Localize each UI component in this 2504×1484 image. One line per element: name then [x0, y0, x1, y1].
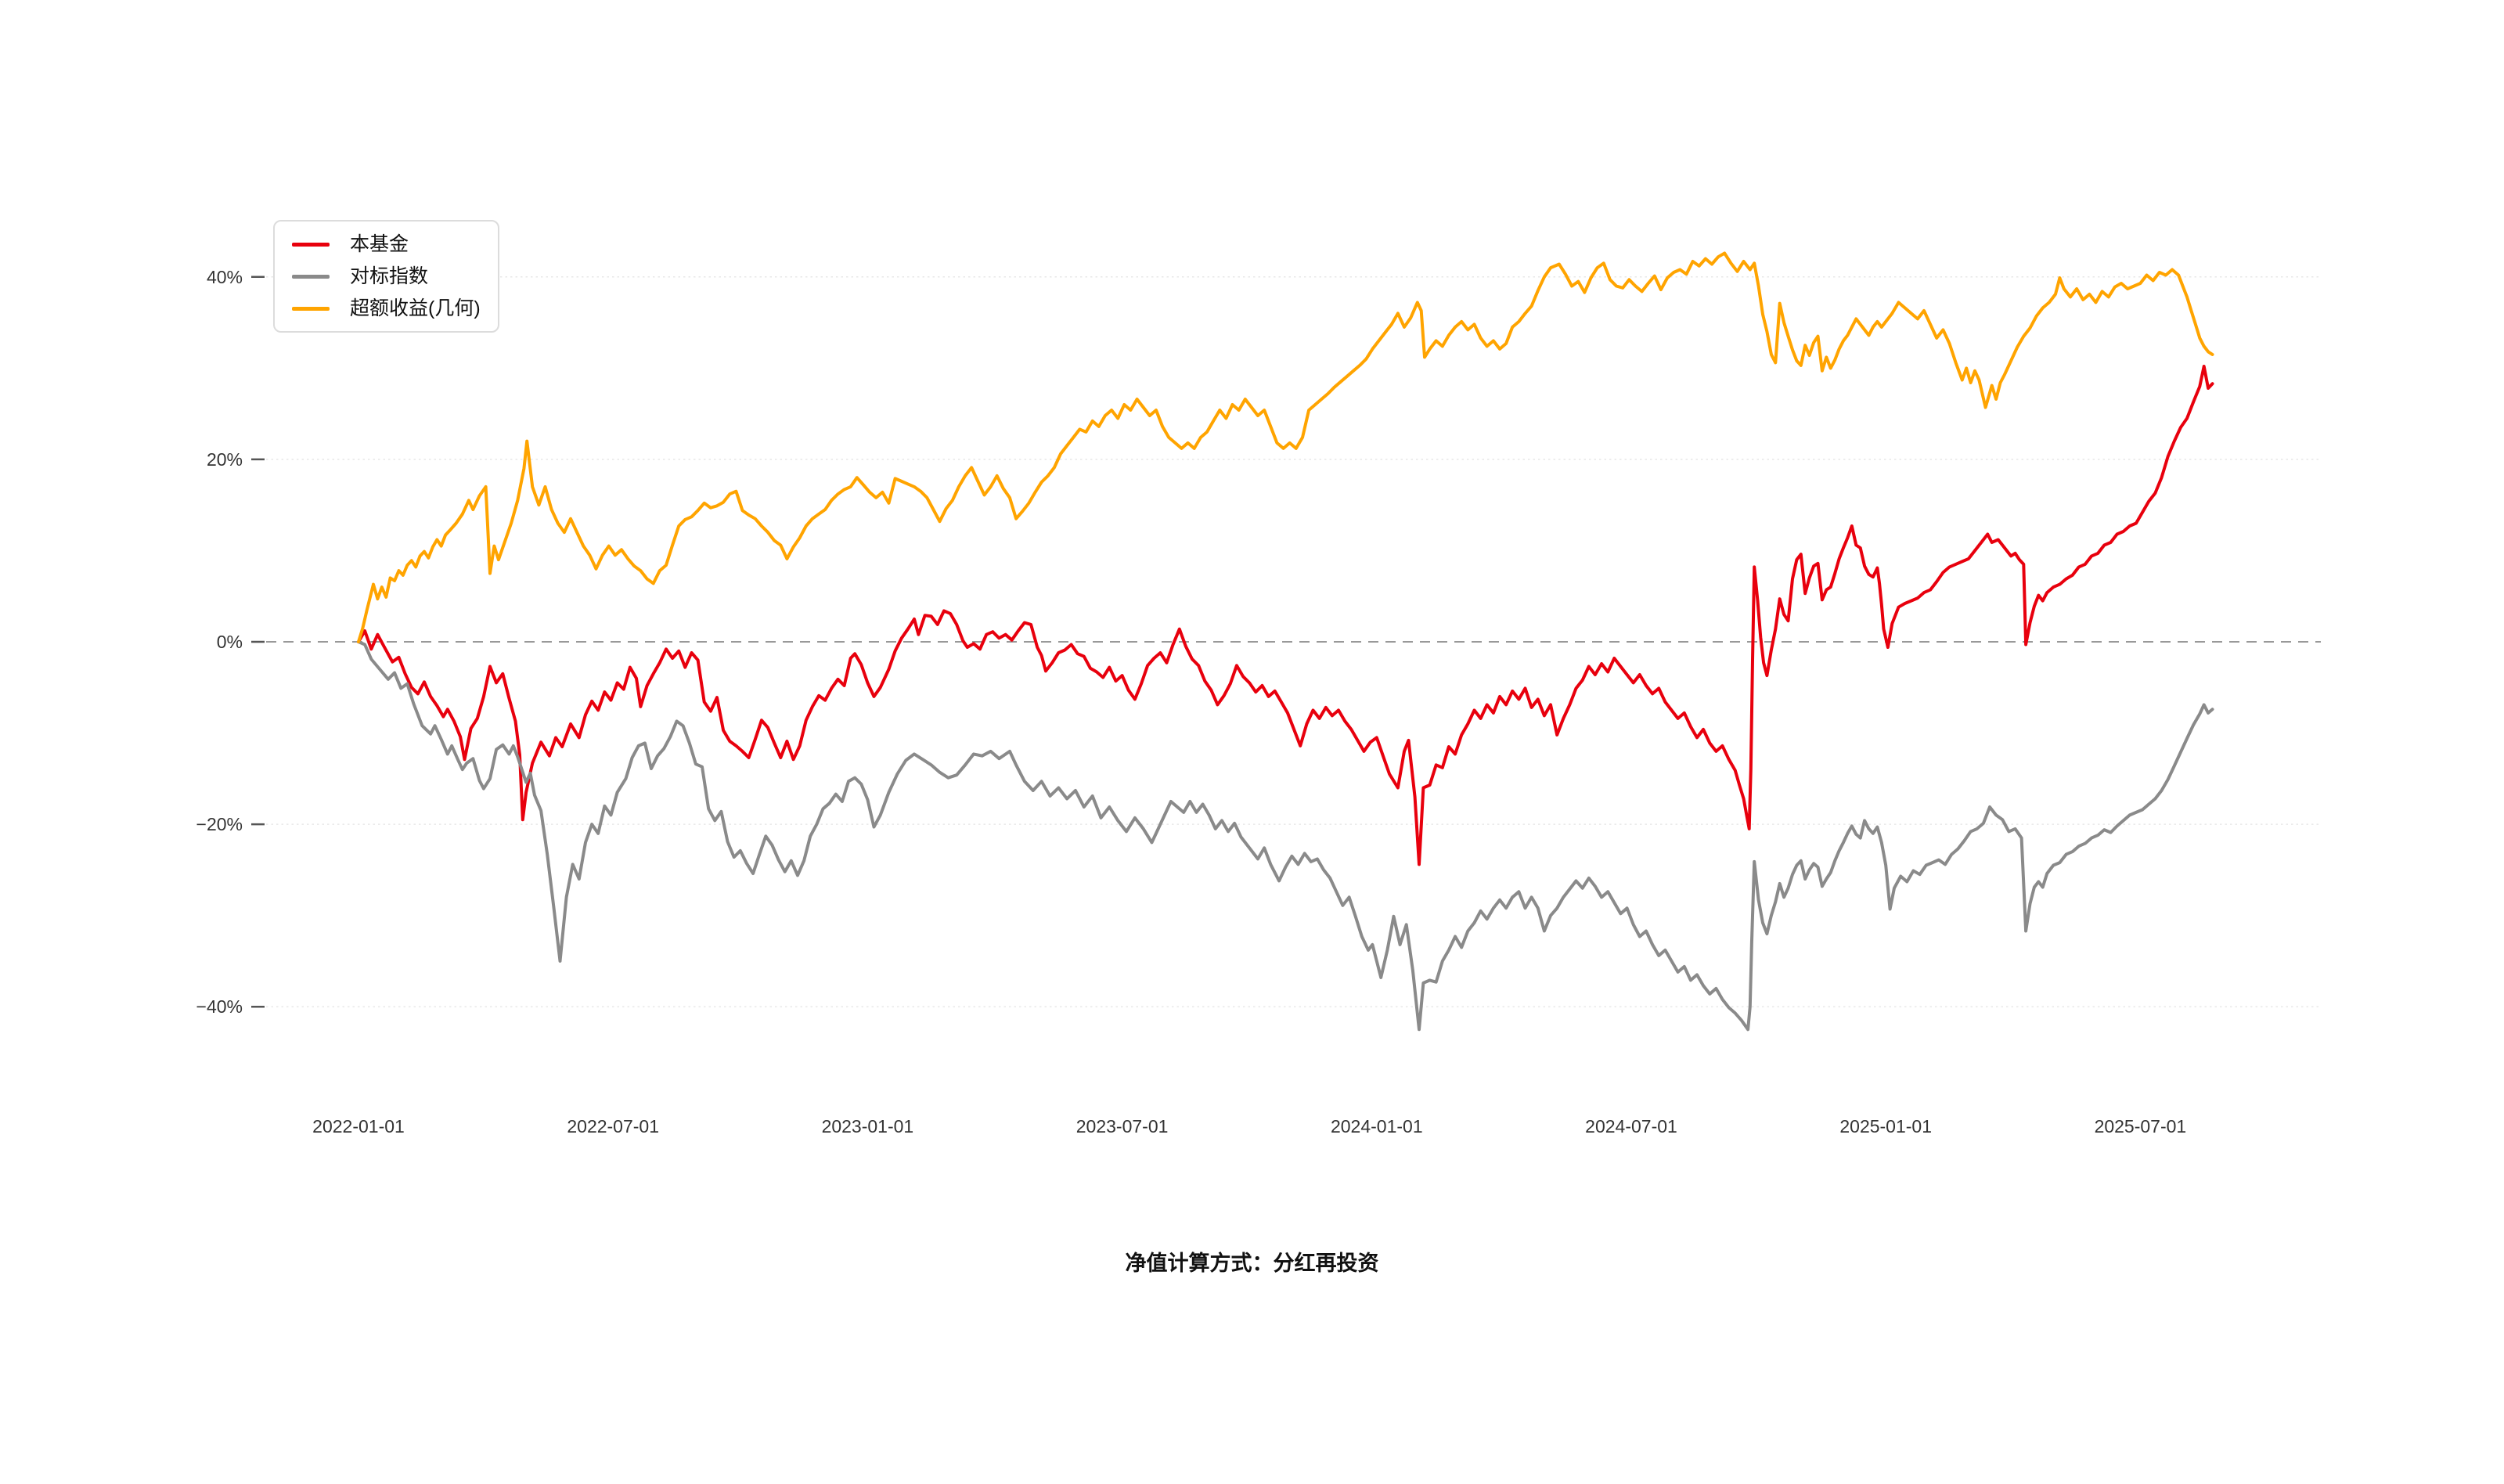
x-tick-label-2024-07-01: 2024-07-01: [1585, 1116, 1677, 1136]
y-tick-label-40: 40%: [207, 267, 243, 287]
legend-item-excess-return: 超额收益(几何): [292, 297, 481, 320]
fund-line: [357, 365, 2214, 866]
benchmark-line: [357, 640, 2214, 1032]
chart-legend: 本基金 对标指数 超额收益(几何): [273, 220, 499, 333]
legend-item-fund: 本基金: [292, 232, 481, 256]
excess-return-line-swatch: [292, 306, 330, 311]
y-tick-label--40: −40%: [196, 996, 243, 1017]
fund-line-swatch: [292, 242, 330, 247]
y-tick-label--20: −20%: [196, 814, 243, 834]
x-tick-label-2023-01-01: 2023-01-01: [822, 1116, 914, 1136]
nav-calculation-caption: 净值计算方式：分红再投资: [1125, 1252, 1379, 1275]
x-tick-label-2025-07-01: 2025-07-01: [2095, 1116, 2187, 1136]
legend-label-benchmark: 对标指数: [350, 265, 429, 287]
x-tick-label-2024-01-01: 2024-01-01: [1331, 1116, 1423, 1136]
y-tick-label-0: 0%: [217, 632, 243, 652]
legend-item-benchmark: 对标指数: [292, 265, 481, 288]
x-tick-label-2023-07-01: 2023-07-01: [1076, 1116, 1169, 1136]
benchmark-line-swatch: [292, 274, 330, 279]
legend-label-fund: 本基金: [350, 233, 409, 255]
excess-return-line: [357, 251, 2214, 643]
x-tick-label-2025-01-01: 2025-01-01: [1839, 1116, 1932, 1136]
x-tick-label-2022-01-01: 2022-01-01: [312, 1116, 405, 1136]
legend-label-excess-return: 超额收益(几何): [350, 297, 481, 319]
x-tick-label-2022-07-01: 2022-07-01: [567, 1116, 659, 1136]
y-tick-label-20: 20%: [207, 449, 243, 470]
